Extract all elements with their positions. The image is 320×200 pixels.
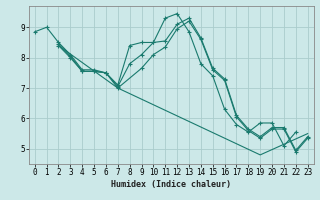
X-axis label: Humidex (Indice chaleur): Humidex (Indice chaleur) [111,180,231,189]
